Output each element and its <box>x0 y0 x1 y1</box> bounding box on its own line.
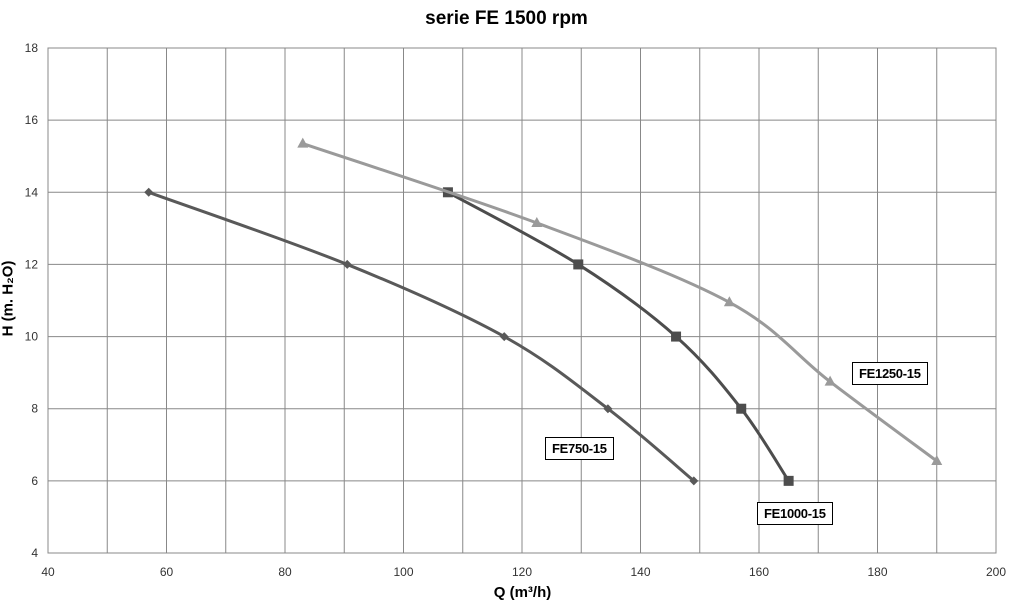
x-axis-label: Q (m³/h) <box>493 584 552 601</box>
y-tick-label: 14 <box>25 185 39 199</box>
x-tick-label: 120 <box>512 565 532 579</box>
x-tick-label: 180 <box>867 565 887 579</box>
data-point-triangle <box>824 375 836 386</box>
y-tick-label: 8 <box>31 402 38 416</box>
y-axis-label: H (m. H₂O) <box>0 260 17 337</box>
data-point-triangle <box>931 455 943 466</box>
y-tick-label: 4 <box>31 546 38 560</box>
data-point-diamond <box>603 404 613 414</box>
y-tick-label: 12 <box>25 257 39 271</box>
y-tick-label: 16 <box>25 113 39 127</box>
x-tick-label: 200 <box>986 565 1006 579</box>
plot-border <box>47 47 997 554</box>
y-tick-label: 18 <box>25 41 39 55</box>
data-point-square <box>736 403 747 414</box>
series-line-FE1000-15 <box>447 190 790 482</box>
x-tick-label: 160 <box>749 565 769 579</box>
series-line-FE1250-15 <box>302 142 938 463</box>
series-label-fe1250: FE1250-15 <box>852 362 928 385</box>
x-tick-label: 40 <box>41 565 55 579</box>
chart-title: serie FE 1500 rpm <box>425 8 588 29</box>
data-point-square <box>573 259 584 270</box>
series-label-fe750: FE750-15 <box>545 437 614 460</box>
x-tick-label: 60 <box>160 565 174 579</box>
x-tick-label: 100 <box>393 565 413 579</box>
data-point-square <box>671 331 682 342</box>
y-tick-label: 6 <box>31 474 38 488</box>
data-point-triangle <box>531 216 543 227</box>
data-point-diamond <box>144 187 154 197</box>
data-point-diamond <box>342 259 352 269</box>
series-label-fe1000: FE1000-15 <box>757 502 833 525</box>
data-point-diamond <box>689 476 699 486</box>
x-tick-label: 140 <box>630 565 650 579</box>
data-point-triangle <box>723 296 735 307</box>
x-tick-label: 80 <box>278 565 292 579</box>
series-line-FE750-15 <box>148 190 695 483</box>
data-point-triangle <box>297 137 309 148</box>
data-point-diamond <box>499 332 509 342</box>
y-tick-label: 10 <box>25 330 39 344</box>
data-point-square <box>783 475 794 486</box>
